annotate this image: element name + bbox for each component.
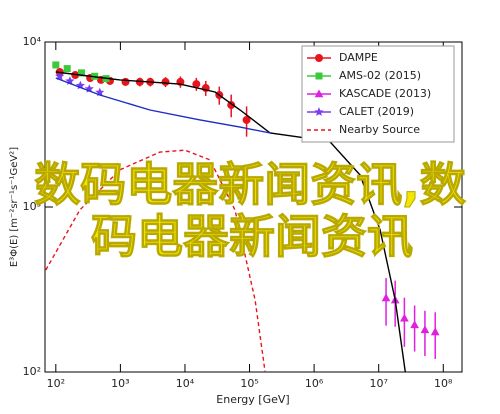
y-tick-label: 10² bbox=[23, 365, 41, 378]
x-tick-label: 10⁶ bbox=[305, 377, 324, 390]
x-tick-label: 10³ bbox=[111, 377, 129, 390]
x-axis-label: Energy [GeV] bbox=[216, 393, 289, 406]
marker bbox=[400, 313, 409, 322]
x-tick-label: 10⁵ bbox=[240, 377, 258, 390]
x-tick-label: 10⁸ bbox=[434, 377, 453, 390]
marker bbox=[192, 80, 201, 89]
marker bbox=[315, 72, 323, 80]
marker bbox=[430, 327, 440, 336]
overlay-text: 码电器新闻资讯 bbox=[91, 210, 413, 264]
marker bbox=[242, 115, 251, 124]
legend-label: KASCADE (2013) bbox=[339, 87, 431, 100]
marker bbox=[52, 61, 60, 69]
marker bbox=[65, 76, 75, 85]
legend-label: DAMPE bbox=[339, 51, 378, 64]
curve bbox=[55, 77, 271, 134]
y-axis-label: E³Φ(E) [m⁻²sr⁻¹s⁻¹GeV²] bbox=[9, 147, 20, 267]
x-tick-label: 10⁷ bbox=[369, 377, 387, 390]
marker bbox=[410, 320, 419, 329]
marker bbox=[55, 71, 65, 81]
x-tick-label: 10⁴ bbox=[176, 377, 195, 390]
marker bbox=[161, 77, 170, 86]
marker bbox=[420, 325, 430, 334]
x-tick-label: 10² bbox=[47, 377, 65, 390]
legend-label: AMS-02 (2015) bbox=[339, 69, 421, 82]
legend-label: Nearby Source bbox=[339, 123, 420, 136]
marker bbox=[227, 101, 236, 110]
legend-label: CALET (2019) bbox=[339, 105, 414, 118]
marker bbox=[63, 65, 71, 73]
overlay-text: 数码电器新闻资讯,数 bbox=[34, 158, 465, 212]
curve bbox=[45, 149, 266, 373]
y-tick-label: 10³ bbox=[23, 200, 41, 213]
curve bbox=[55, 71, 406, 373]
marker bbox=[314, 107, 324, 116]
marker bbox=[315, 54, 323, 62]
marker bbox=[381, 293, 391, 302]
y-tick-label: 10⁴ bbox=[23, 35, 42, 48]
marker bbox=[314, 89, 324, 98]
